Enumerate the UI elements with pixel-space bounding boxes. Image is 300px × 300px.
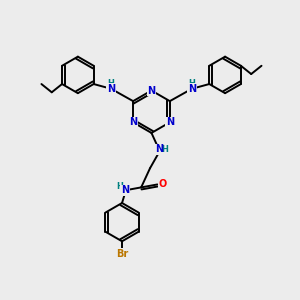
Text: N: N xyxy=(155,144,163,154)
Text: H: H xyxy=(188,79,195,88)
Text: N: N xyxy=(166,117,174,127)
Text: H: H xyxy=(161,145,168,154)
Text: O: O xyxy=(158,179,167,190)
Text: N: N xyxy=(107,84,115,94)
Text: H: H xyxy=(116,182,123,191)
Text: N: N xyxy=(129,117,137,127)
Text: N: N xyxy=(147,85,155,95)
Text: H: H xyxy=(108,79,115,88)
Text: Br: Br xyxy=(116,249,128,259)
Text: N: N xyxy=(188,84,196,94)
Text: N: N xyxy=(121,185,129,195)
